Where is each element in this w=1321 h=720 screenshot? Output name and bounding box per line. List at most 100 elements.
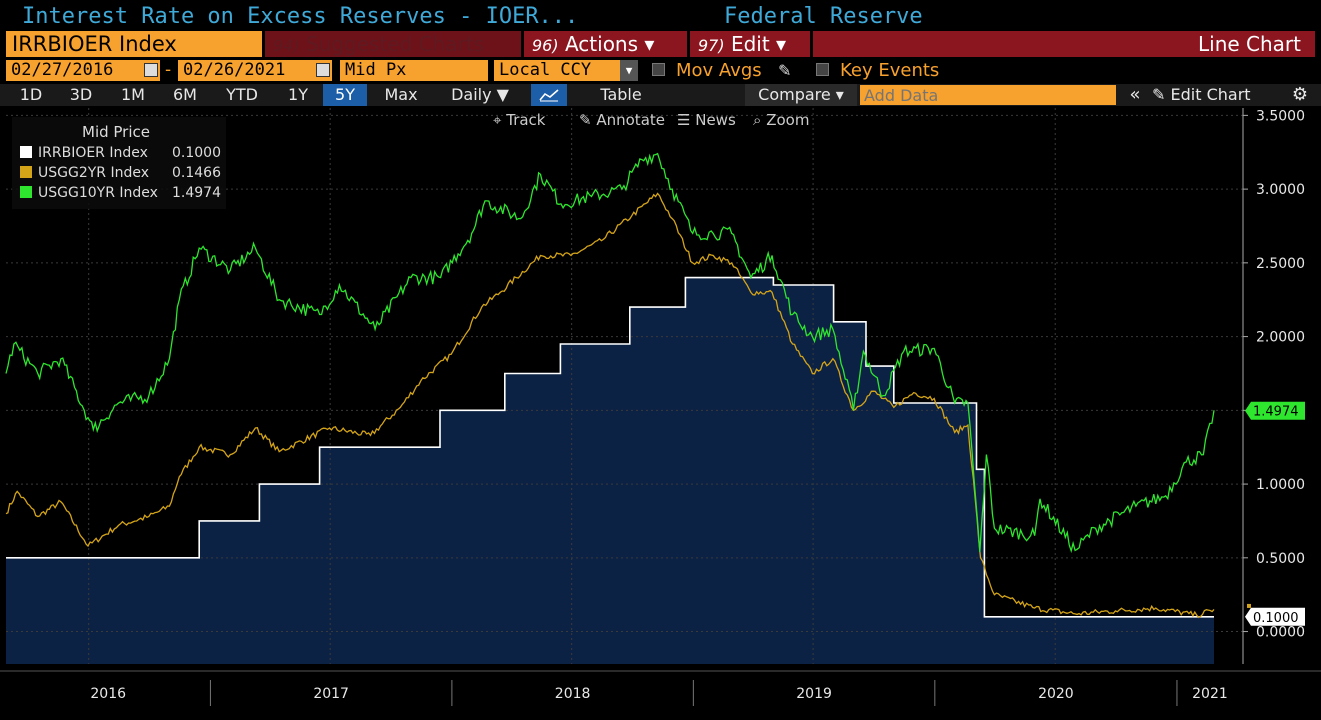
series-area-irrbioer — [6, 277, 1214, 664]
annotate-tool[interactable]: ✎ Annotate — [579, 109, 665, 131]
edit-button[interactable]: 97) Edit ▾ — [690, 31, 810, 57]
chart-tools-bar: ⌖ Track ✎ Annotate ☰ News ⌕ Zoom — [487, 109, 823, 131]
legend-swatch — [20, 146, 32, 158]
actions-button[interactable]: 96) Actions ▾ — [524, 31, 687, 57]
add-data-input[interactable] — [860, 85, 1116, 105]
x-tick-label: 2018 — [555, 686, 591, 702]
range-3d-button[interactable]: 3D — [69, 85, 93, 104]
range-ytd-button[interactable]: YTD — [226, 85, 258, 104]
zoom-label: Zoom — [766, 111, 810, 129]
news-label: News — [695, 111, 736, 129]
last-value-tag-bg — [1245, 401, 1305, 420]
date-range-separator: - — [165, 60, 172, 80]
legend-value: 0.1000 — [172, 145, 221, 161]
settings-bar: 02/27/2016 - 02/26/2021 Mid Px Local CCY… — [0, 60, 1321, 82]
legend-header: Mid Price — [82, 123, 150, 141]
chart-type-button[interactable]: Line Chart — [813, 31, 1315, 57]
mov-avgs-checkbox[interactable] — [652, 63, 665, 76]
y-tick-label: 2.5000 — [1256, 256, 1305, 272]
title-bar: Interest Rate on Excess Reserves - IOER.… — [0, 0, 1321, 32]
legend-value: 1.4974 — [172, 185, 221, 201]
chart-type-label: Line Chart — [1198, 32, 1301, 56]
pencil-icon: ✎ — [1152, 85, 1166, 104]
collapse-icon[interactable]: « — [1129, 84, 1141, 105]
y-tick-label: 0.0000 — [1256, 625, 1305, 641]
series-line-irrbioer — [6, 276, 1214, 618]
currency-select[interactable]: Local CCY ▼ — [494, 60, 638, 81]
line-chart-icon[interactable] — [531, 84, 567, 106]
zoom-tool[interactable]: ⌕ Zoom — [753, 109, 809, 131]
last-value-tag-usgg10yr: 1.4974 — [1245, 401, 1305, 420]
legend-item-usgg10yr[interactable]: USGG10YR Index 1.4974 — [20, 185, 221, 201]
end-date-value: 02/26/2021 — [183, 60, 286, 80]
legend-swatch — [20, 186, 32, 198]
series-line-usgg10yr — [5, 152, 1215, 554]
suggested-charts-number: 94) — [273, 36, 300, 55]
range-6m-button[interactable]: 6M — [173, 85, 197, 104]
news-icon: ☰ — [677, 111, 691, 129]
suggested-charts-button[interactable]: 94) Suggested Charts — [265, 31, 521, 57]
price-field-select[interactable]: Mid Px — [340, 60, 488, 81]
magnifier-icon: ⌕ — [753, 111, 762, 129]
end-date-field[interactable]: 02/26/2021 — [178, 60, 332, 81]
page-title: Interest Rate on Excess Reserves - IOER.… — [22, 4, 579, 29]
key-events-checkbox[interactable] — [816, 63, 829, 76]
gear-icon[interactable]: ⚙ — [1291, 84, 1309, 105]
x-tick-label: 2021 — [1192, 686, 1228, 702]
chart-grid — [6, 108, 1243, 664]
crosshair-icon: ⌖ — [493, 111, 502, 129]
range-1m-button[interactable]: 1M — [121, 85, 145, 104]
edit-chart-label: Edit Chart — [1170, 85, 1251, 104]
x-tick-label: 2017 — [313, 686, 349, 702]
y-tick-label: 1.0000 — [1256, 477, 1305, 493]
compare-select[interactable]: Compare ▾ — [745, 84, 857, 106]
annotate-label: Annotate — [596, 111, 665, 129]
start-date-field[interactable]: 02/27/2016 — [6, 60, 160, 81]
legend-label: USGG10YR Index — [38, 185, 158, 201]
y-tick-label: 2.0000 — [1256, 330, 1305, 346]
chart-axes: 3.50003.00002.50002.00001.50001.00000.50… — [0, 108, 1321, 706]
series-line-usgg2yr — [5, 192, 1215, 619]
last-value-tag-label: 1.4974 — [1253, 405, 1299, 420]
legend-value: 0.1466 — [172, 165, 221, 181]
news-tool[interactable]: ☰ News — [677, 109, 736, 131]
command-bar: IRRBIOER Index 94) Suggested Charts 96) … — [0, 31, 1321, 58]
y-tick-label: 3.0000 — [1256, 182, 1305, 198]
edit-chart-button[interactable]: ✎ Edit Chart — [1152, 84, 1284, 106]
key-events-label[interactable]: Key Events — [840, 60, 940, 81]
start-date-value: 02/27/2016 — [11, 60, 114, 80]
legend-label: USGG2YR Index — [38, 165, 150, 181]
ticker-field[interactable]: IRRBIOER Index — [6, 31, 262, 57]
calendar-icon[interactable] — [144, 63, 158, 77]
last-value-tag-bg — [1245, 607, 1305, 626]
last-value-tag-label: 0.1000 — [1253, 611, 1299, 626]
source-label: Federal Reserve — [724, 4, 923, 29]
edit-label: Edit ▾ — [730, 32, 787, 56]
chevron-down-icon[interactable]: ▼ — [620, 60, 638, 81]
legend-item-irrbioer[interactable]: IRRBIOER Index 0.1000 — [20, 145, 221, 161]
legend-swatch — [20, 166, 32, 178]
pencil-icon: ✎ — [579, 111, 592, 129]
range-max-button[interactable]: Max — [384, 85, 418, 104]
pencil-icon[interactable]: ✎ — [778, 61, 792, 80]
frequency-select[interactable]: Daily ▼ — [451, 85, 509, 104]
actions-label: Actions ▾ — [564, 32, 655, 56]
range-1d-button[interactable]: 1D — [19, 85, 43, 104]
suggested-charts-label: Suggested Charts — [305, 32, 485, 56]
currency-value: Local CCY — [499, 60, 592, 80]
actions-number: 96) — [532, 36, 559, 55]
last-value-marker-usgg2yr — [1247, 603, 1251, 608]
calendar-icon[interactable] — [316, 63, 330, 77]
table-button[interactable]: Table — [600, 85, 642, 104]
mov-avgs-label[interactable]: Mov Avgs — [676, 60, 762, 81]
legend-item-usgg2yr[interactable]: USGG2YR Index 0.1466 — [20, 165, 221, 181]
track-label: Track — [506, 111, 546, 129]
track-tool[interactable]: ⌖ Track — [493, 109, 546, 131]
chart-series — [5, 108, 1243, 664]
range-5y-button[interactable]: 5Y — [323, 84, 367, 106]
last-value-tag-irrbioer: 0.1000 — [1245, 607, 1305, 626]
range-bar: 1D 3D 1M 6M YTD 1Y 5Y Max Daily ▼ Table … — [0, 84, 1321, 106]
range-1y-button[interactable]: 1Y — [288, 85, 308, 104]
edit-number: 97) — [698, 36, 725, 55]
